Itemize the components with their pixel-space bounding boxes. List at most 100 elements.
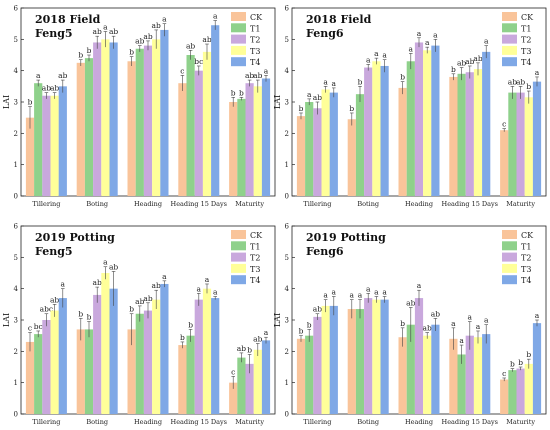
significance-letter: a	[61, 280, 66, 289]
bar-t3	[152, 299, 161, 414]
bar-t1	[406, 61, 415, 197]
bar-t4	[160, 283, 169, 414]
y-tick-label: 4	[14, 67, 19, 75]
bar-t4	[431, 45, 440, 196]
significance-letter: c	[502, 369, 506, 378]
significance-letter: ab	[313, 305, 322, 314]
y-tick-label: 1	[285, 379, 289, 387]
significance-letter: a	[451, 319, 456, 328]
bar-t3	[473, 69, 483, 196]
x-category-label: Boting	[357, 200, 379, 208]
legend-label: T2	[250, 36, 260, 45]
x-category-label: Heading	[405, 200, 433, 208]
significance-letter: ab	[93, 278, 102, 287]
x-category-label: Heading 15 Days	[442, 418, 498, 426]
y-tick-label: 0	[285, 193, 289, 201]
bar-t1	[305, 102, 314, 196]
significance-letter: ab	[143, 32, 152, 41]
legend-label: CK	[250, 13, 263, 22]
y-tick-label: 6	[285, 5, 290, 13]
bar-t1	[237, 357, 246, 414]
y-tick-label: 0	[14, 411, 18, 419]
significance-letter: b	[299, 327, 304, 336]
legend-swatch-t1	[502, 241, 517, 251]
bar-t4	[211, 298, 220, 414]
y-tick-label: 5	[14, 254, 18, 262]
y-tick-label: 1	[14, 379, 18, 387]
significance-letter: ab	[406, 298, 415, 307]
x-category-label: Maturity	[506, 200, 535, 208]
bar-t4	[329, 92, 338, 196]
y-tick-label: 5	[285, 254, 289, 262]
significance-letter: b	[358, 77, 363, 86]
bar-t3	[524, 97, 533, 196]
significance-letter: a	[332, 79, 337, 88]
significance-letter: b	[526, 350, 531, 359]
significance-letter: b	[349, 104, 354, 113]
bar-t2	[194, 299, 203, 414]
significance-letter: b	[231, 88, 236, 97]
significance-letter: b	[299, 104, 304, 113]
chart-title-line1: 2018 Field	[35, 13, 101, 26]
bar-ck	[229, 102, 238, 196]
y-axis-label: LAI	[2, 313, 11, 327]
x-category-label: Maturity	[506, 418, 535, 426]
bar-t4	[329, 305, 338, 414]
significance-letter: ab	[186, 41, 195, 50]
significance-letter: a	[484, 316, 489, 325]
bar-t3	[101, 39, 110, 197]
significance-letter: ab	[109, 262, 118, 271]
chart-title-line1: 2018 Field	[306, 13, 372, 26]
legend-label: CK	[521, 231, 534, 240]
significance-letter: a	[162, 272, 167, 281]
bar-ck	[127, 61, 136, 197]
significance-letter: ab	[50, 84, 59, 93]
legend-label: T4	[250, 276, 260, 285]
bar-t2	[465, 72, 474, 196]
y-axis-label: LAI	[273, 313, 282, 327]
significance-letter: bc	[34, 322, 43, 331]
y-axis-label: LAI	[2, 95, 11, 109]
bar-t3	[524, 363, 533, 414]
significance-letter: b	[400, 73, 405, 82]
bar-t1	[135, 313, 144, 414]
significance-letter: b	[78, 309, 83, 318]
legend-label: T2	[250, 254, 260, 263]
bar-t2	[245, 83, 254, 196]
bar-t2	[143, 310, 153, 414]
significance-letter: a	[307, 90, 312, 99]
bar-ck	[500, 379, 509, 414]
legend-label: T1	[250, 242, 260, 251]
significance-letter: ab	[135, 37, 144, 46]
bar-ck	[178, 83, 187, 196]
legend-label: CK	[521, 13, 534, 22]
significance-letter: ab	[109, 27, 118, 36]
significance-letter: b	[239, 88, 244, 97]
significance-letter: ab	[245, 71, 254, 80]
bar-t2	[42, 95, 51, 196]
bar-t4	[431, 324, 440, 414]
bar-t1	[355, 94, 365, 196]
bar-t1	[84, 58, 94, 197]
legend-swatch-ck	[502, 230, 517, 239]
bar-t3	[423, 50, 432, 196]
significance-letter: b	[28, 98, 33, 107]
significance-letter: ab	[253, 335, 262, 344]
y-tick-label: 6	[285, 223, 290, 231]
bar-t4	[109, 288, 118, 414]
legend-swatch-ck	[502, 12, 517, 21]
chart-title-line2: Feng6	[306, 245, 344, 258]
bar-t1	[305, 335, 314, 414]
significance-letter: a	[213, 12, 218, 21]
significance-letter: a	[417, 281, 422, 290]
bar-t3	[321, 89, 330, 196]
x-category-label: Tillering	[32, 418, 60, 426]
bar-t3	[321, 305, 330, 414]
significance-letter: b	[451, 65, 456, 74]
significance-letter: a	[323, 77, 328, 86]
bar-t4	[482, 334, 491, 414]
bar-t1	[135, 48, 144, 196]
